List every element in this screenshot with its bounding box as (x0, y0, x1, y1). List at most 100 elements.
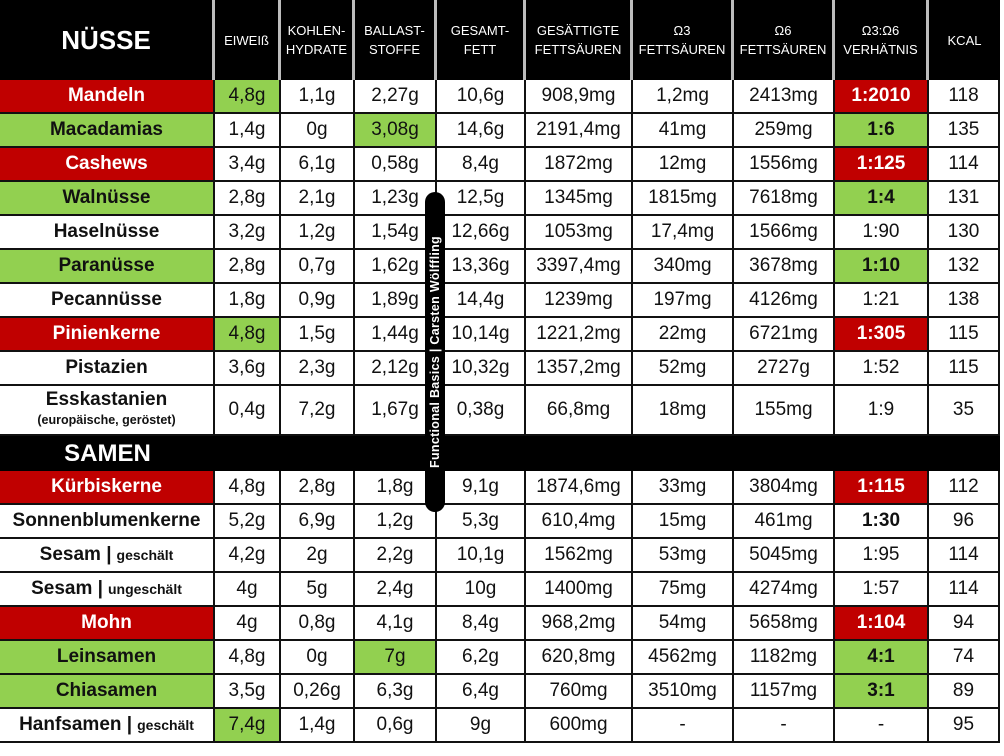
value-cell: 54mg (633, 607, 734, 641)
value-cell: 1221,2mg (526, 318, 633, 352)
value-cell: 2,27g (355, 80, 437, 114)
value-cell: 0,58g (355, 148, 437, 182)
value-cell: 17,4mg (633, 216, 734, 250)
value-cell: 7,2g (281, 386, 355, 436)
food-name: Paranüsse (0, 250, 215, 284)
value-cell: - (633, 709, 734, 743)
value-cell: 3,4g (215, 148, 281, 182)
value-cell: 0,6g (355, 709, 437, 743)
food-name: Esskastanien (europäische, geröstet) (0, 386, 215, 436)
section-title-nuts: NÜSSE (0, 0, 215, 80)
value-cell: 5,2g (215, 505, 281, 539)
value-cell: 600mg (526, 709, 633, 743)
value-cell: 112 (929, 471, 1000, 505)
value-cell: 132 (929, 250, 1000, 284)
value-cell: 259mg (734, 114, 835, 148)
table-row: Sesam | geschält 4,2g 2g 2,2g 10,1g 1562mg 53mg… (0, 539, 1000, 573)
food-name: Pistazien (0, 352, 215, 386)
value-cell: 0,4g (215, 386, 281, 436)
table-row: Mohn 4g 0,8g 4,1g 8,4g 968,2mg 54mg 5658mg 1:104… (0, 607, 1000, 641)
table-row: Sonnenblumenkerne 5,2g 6,9g 1,2g 5,3g 610,4mg… (0, 505, 1000, 539)
table-row: Pecannüsse 1,8g 0,9g 1,89g 14,4g 1239mg 197mg 4… (0, 284, 1000, 318)
value-cell: 3678mg (734, 250, 835, 284)
value-cell: - (835, 709, 929, 743)
value-cell: 1556mg (734, 148, 835, 182)
food-name: Hanfsamen | geschält (0, 709, 215, 743)
value-cell: 760mg (526, 675, 633, 709)
value-cell: 2,12g (355, 352, 437, 386)
col-header-kcal: KCAL (929, 0, 1000, 80)
value-cell: 14,4g (437, 284, 526, 318)
col-header-saturated-fat: GESÄTTIGTE FETTSÄUREN (526, 0, 633, 80)
value-cell: 5658mg (734, 607, 835, 641)
value-cell: 1:30 (835, 505, 929, 539)
value-cell: 9,1g (437, 471, 526, 505)
value-cell: 1,1g (281, 80, 355, 114)
value-cell: 3510mg (633, 675, 734, 709)
value-cell: 1400mg (526, 573, 633, 607)
value-cell: 620,8mg (526, 641, 633, 675)
value-cell: 155mg (734, 386, 835, 436)
food-name: Haselnüsse (0, 216, 215, 250)
value-cell: 0,9g (281, 284, 355, 318)
food-name: Walnüsse (0, 182, 215, 216)
value-cell: 610,4mg (526, 505, 633, 539)
value-cell: 12,66g (437, 216, 526, 250)
col-header-ratio: Ω3:Ω6 VERHÄTNIS (835, 0, 929, 80)
value-cell: 2,8g (281, 471, 355, 505)
value-cell: 1,4g (215, 114, 281, 148)
value-cell: 1:10 (835, 250, 929, 284)
table-row: Pistazien 3,6g 2,3g 2,12g 10,32g 1357,2mg 52mg… (0, 352, 1000, 386)
value-cell: 1:4 (835, 182, 929, 216)
value-cell: 4274mg (734, 573, 835, 607)
value-cell: 1239mg (526, 284, 633, 318)
value-cell: 2,8g (215, 250, 281, 284)
value-cell: 14,6g (437, 114, 526, 148)
value-cell: 2191,4mg (526, 114, 633, 148)
food-name: Kürbiskerne (0, 471, 215, 505)
value-cell: 461mg (734, 505, 835, 539)
value-cell: 1:115 (835, 471, 929, 505)
food-name: Cashews (0, 148, 215, 182)
value-cell: 6,3g (355, 675, 437, 709)
value-cell: 3,2g (215, 216, 281, 250)
value-cell: 41mg (633, 114, 734, 148)
table-row: Walnüsse 2,8g 2,1g 1,23g 12,5g 1345mg 1815mg 76… (0, 182, 1000, 216)
value-cell: 8,4g (437, 607, 526, 641)
value-cell: 4,2g (215, 539, 281, 573)
value-cell: 96 (929, 505, 1000, 539)
value-cell: 130 (929, 216, 1000, 250)
value-cell: 118 (929, 80, 1000, 114)
value-cell: 1182mg (734, 641, 835, 675)
value-cell: 0,8g (281, 607, 355, 641)
value-cell: 22mg (633, 318, 734, 352)
section-title-seeds: SAMEN (0, 436, 215, 471)
value-cell: 10g (437, 573, 526, 607)
table-row: Sesam | ungeschält 4g 5g 2,4g 10g 1400mg 75mg 42… (0, 573, 1000, 607)
value-cell: 1:305 (835, 318, 929, 352)
value-cell: 1157mg (734, 675, 835, 709)
value-cell: 33mg (633, 471, 734, 505)
food-name: Chiasamen (0, 675, 215, 709)
value-cell: 968,2mg (526, 607, 633, 641)
value-cell: 9g (437, 709, 526, 743)
value-cell: 5045mg (734, 539, 835, 573)
value-cell: 340mg (633, 250, 734, 284)
table-row: Paranüsse 2,8g 0,7g 1,62g 13,36g 3397,4mg 340m… (0, 250, 1000, 284)
food-name: Sesam | geschält (0, 539, 215, 573)
value-cell: 12mg (633, 148, 734, 182)
value-cell: 1,4g (281, 709, 355, 743)
col-header-omega6: Ω6 FETTSÄUREN (734, 0, 835, 80)
value-cell: 10,1g (437, 539, 526, 573)
value-cell: 4,8g (215, 641, 281, 675)
value-cell: - (734, 709, 835, 743)
value-cell: 4126mg (734, 284, 835, 318)
food-name: Sonnenblumenkerne (0, 505, 215, 539)
value-cell: 4,8g (215, 318, 281, 352)
value-cell: 1872mg (526, 148, 633, 182)
value-cell: 3804mg (734, 471, 835, 505)
value-cell: 15mg (633, 505, 734, 539)
value-cell: 6,4g (437, 675, 526, 709)
value-cell: 4,8g (215, 80, 281, 114)
table-row: Pinienkerne 4,8g 1,5g 1,44g 10,14g 1221,2mg 22… (0, 318, 1000, 352)
